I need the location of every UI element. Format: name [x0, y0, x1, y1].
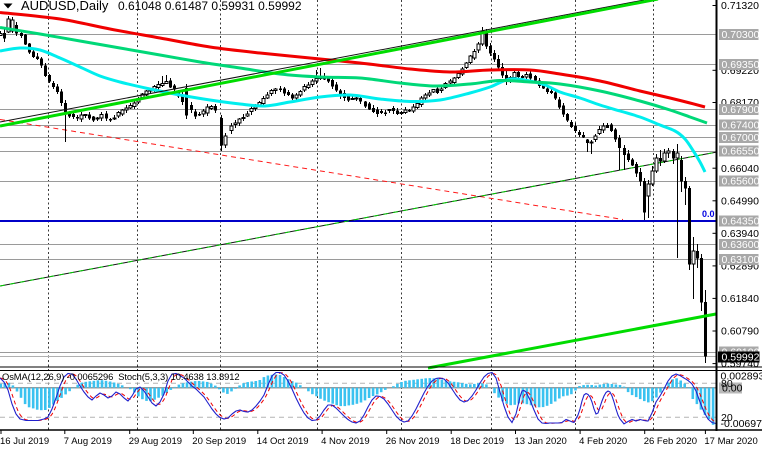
svg-text:29 Aug 2019: 29 Aug 2019	[129, 436, 182, 447]
svg-text:-0.006978: -0.006978	[721, 418, 762, 430]
svg-text:26 Feb 2020: 26 Feb 2020	[644, 436, 697, 447]
svg-text:0.64990: 0.64990	[721, 195, 759, 207]
svg-text:0.63100: 0.63100	[722, 254, 760, 266]
svg-text:0.66550: 0.66550	[722, 146, 760, 158]
svg-text:4 Nov 2019: 4 Nov 2019	[321, 436, 370, 447]
svg-text:80: 80	[721, 378, 733, 390]
svg-text:16 Jul 2019: 16 Jul 2019	[0, 436, 49, 447]
svg-text:0.67000: 0.67000	[722, 132, 760, 144]
svg-text:0.70300: 0.70300	[722, 29, 760, 41]
svg-text:0.64350: 0.64350	[722, 216, 760, 228]
svg-text:26 Nov 2019: 26 Nov 2019	[386, 436, 440, 447]
svg-text:0.00: 0.00	[722, 383, 743, 395]
svg-text:14 Oct 2019: 14 Oct 2019	[257, 436, 309, 447]
svg-text:0.66040: 0.66040	[721, 163, 759, 175]
svg-text:0.59992: 0.59992	[722, 352, 760, 364]
svg-text:0.0: 0.0	[702, 209, 715, 219]
svg-text:0.61048 0.61487 0.59931 0.5999: 0.61048 0.61487 0.59931 0.59992	[118, 0, 302, 13]
svg-text:0.60790: 0.60790	[721, 326, 759, 338]
svg-text:17 Mar 2020: 17 Mar 2020	[704, 436, 757, 447]
svg-text:0.0028934: 0.0028934	[721, 371, 762, 383]
svg-text:20: 20	[721, 412, 733, 424]
svg-text:0.67900: 0.67900	[722, 104, 760, 116]
svg-text:20 Sep 2019: 20 Sep 2019	[192, 436, 246, 447]
svg-text:18 Dec 2019: 18 Dec 2019	[450, 436, 504, 447]
svg-text:0.71320: 0.71320	[721, 0, 759, 12]
svg-text:0.63940: 0.63940	[721, 228, 759, 240]
svg-text:0.61840: 0.61840	[721, 293, 759, 305]
svg-text:AUDUSD,Daily: AUDUSD,Daily	[21, 0, 109, 13]
svg-text:0.67400: 0.67400	[722, 120, 760, 132]
svg-text:0.69350: 0.69350	[722, 59, 760, 71]
svg-text:0.63600: 0.63600	[722, 239, 760, 251]
svg-text:0.65600: 0.65600	[722, 176, 760, 188]
svg-text:7 Aug 2019: 7 Aug 2019	[64, 436, 112, 447]
svg-text:OsMA(12,26,9) -0.0065296 Stoc: OsMA(12,26,9) -0.0065296 Stoch(5,3,3) 10…	[2, 371, 239, 382]
svg-text:4 Feb 2020: 4 Feb 2020	[579, 436, 627, 447]
svg-text:13 Jan 2020: 13 Jan 2020	[515, 436, 567, 447]
